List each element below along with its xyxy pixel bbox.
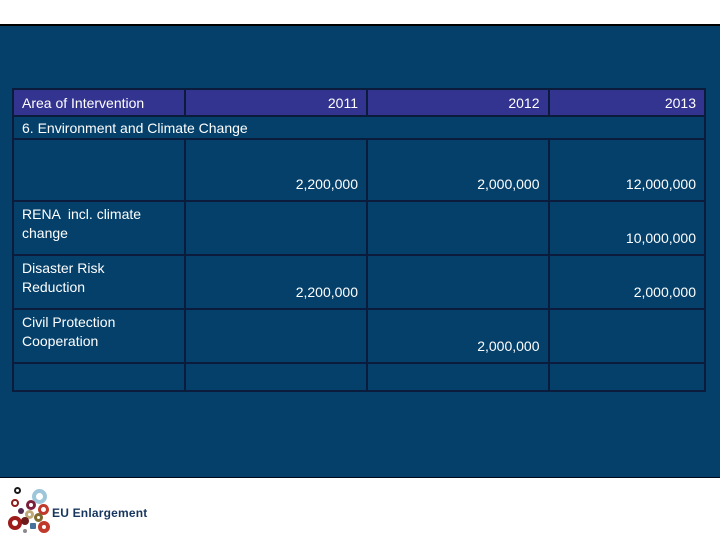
table-row: [11, 362, 707, 392]
value-2013: [547, 362, 707, 392]
row-label: [11, 138, 187, 202]
value-2011: [184, 308, 368, 364]
column-header-2011: 2011: [184, 88, 368, 117]
top-margin-band: [0, 0, 720, 24]
value-2012: [366, 200, 550, 256]
column-header-2013: 2013: [547, 88, 707, 117]
value-2011: 2,200,000: [184, 138, 368, 202]
value-2011: [184, 362, 368, 392]
eu-enlargement-logo-icon: [8, 484, 66, 536]
value-2012: [366, 362, 550, 392]
section-header-environment-climate: 6. Environment and Climate Change: [12, 115, 706, 140]
row-label-disaster-risk: Disaster Risk Reduction: [11, 254, 187, 310]
table-header-row: Area of Intervention 2011 2012 2013: [11, 88, 707, 117]
row-label-civil-protection: Civil Protection Cooperation: [11, 308, 187, 364]
row-label-empty: [11, 362, 187, 392]
column-header-area-of-intervention: Area of Intervention: [11, 88, 187, 117]
slide-body: Area of Intervention 2011 2012 2013 6. E…: [0, 24, 720, 478]
table-row: Disaster Risk Reduction 2,200,000 2,000,…: [11, 254, 707, 310]
logo-label: EU Enlargement: [52, 506, 148, 520]
table-row: Civil Protection Cooperation 2,000,000: [11, 308, 707, 364]
row-label-rena: RENA incl. climate change: [11, 200, 187, 256]
value-2012: 2,000,000: [366, 138, 550, 202]
value-2013: 12,000,000: [547, 138, 707, 202]
section-header-row: 6. Environment and Climate Change: [12, 115, 706, 140]
value-2013: 2,000,000: [547, 254, 707, 310]
table-row: RENA incl. climate change 10,000,000: [11, 200, 707, 256]
budget-table: Area of Intervention 2011 2012 2013 6. E…: [11, 88, 707, 392]
value-2012: [366, 254, 550, 310]
value-2012: 2,000,000: [366, 308, 550, 364]
column-header-2012: 2012: [366, 88, 550, 117]
table-row: 2,200,000 2,000,000 12,000,000: [11, 138, 707, 202]
value-2011: [184, 200, 368, 256]
value-2013: 10,000,000: [547, 200, 707, 256]
value-2013: [547, 308, 707, 364]
value-2011: 2,200,000: [184, 254, 368, 310]
